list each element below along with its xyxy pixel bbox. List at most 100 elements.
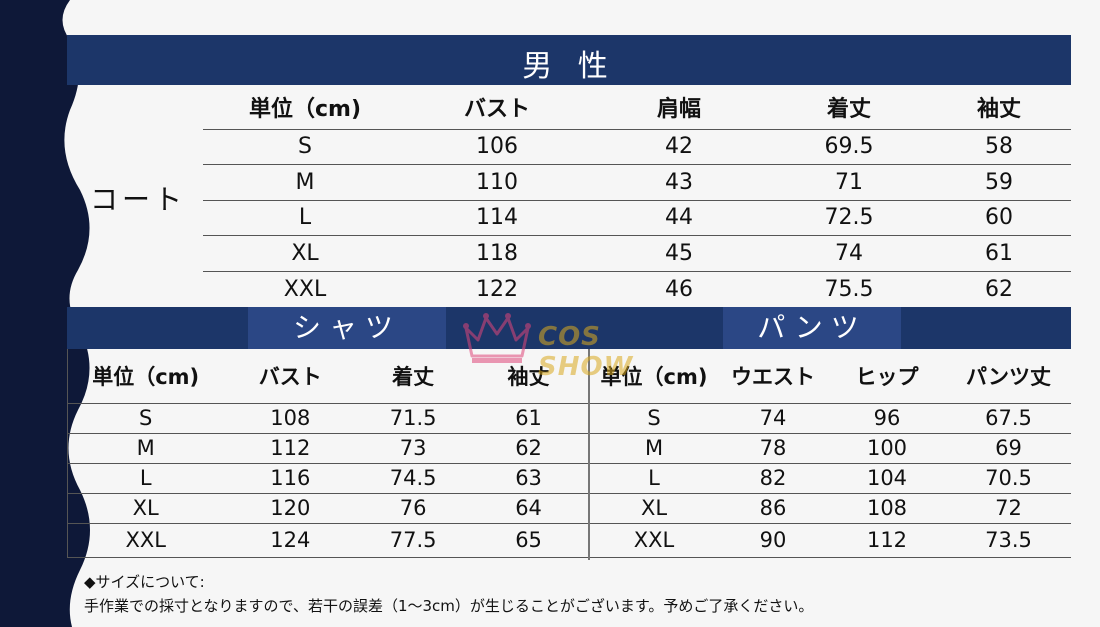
- table-cell: 69: [946, 433, 1071, 464]
- table-cell: 112: [828, 523, 946, 558]
- table-row: XXL 124 77.5 65: [67, 523, 588, 558]
- table-cell: 114: [407, 200, 587, 237]
- table-cell: 64: [469, 493, 588, 524]
- table-cell: 62: [985, 276, 1013, 302]
- table-cell: 74: [771, 235, 927, 272]
- table-cell: 110: [407, 164, 587, 201]
- table-divider: [588, 349, 590, 560]
- table-row: S 108 71.5 61: [67, 403, 588, 434]
- shirt-header-length: 着丈: [357, 349, 470, 404]
- table-cell: XL: [67, 493, 224, 524]
- table-row: S 74 96 67.5: [590, 403, 1071, 434]
- table-cell: 71.5: [357, 403, 470, 434]
- table-cell: 73.5: [946, 523, 1071, 558]
- shirt-header-row: 単位（cm) バスト 着丈 袖丈: [67, 349, 588, 404]
- table-cell: 63: [469, 463, 588, 494]
- table-cell: 122: [476, 276, 518, 302]
- table-row: XL 120 76 64: [67, 493, 588, 524]
- table-cell: 43: [587, 164, 771, 201]
- watermark: COS SHOW: [460, 308, 700, 382]
- table-cell: 73: [357, 433, 470, 464]
- table-cell: 86: [718, 493, 828, 524]
- pants-header-unit: 単位（cm): [590, 349, 718, 404]
- table-cell: 58: [927, 129, 1071, 166]
- table-cell: 45: [587, 235, 771, 272]
- table-cell: XXL: [590, 523, 718, 558]
- coat-header-unit: 単位（cm): [203, 85, 407, 130]
- coat-header-shoulder: 肩幅: [587, 85, 771, 130]
- table-cell: 118: [407, 235, 587, 272]
- table-cell: 108: [223, 403, 358, 434]
- shirt-header-unit: 単位（cm): [67, 349, 224, 404]
- table-row: XXL 122 46 75.5 62: [203, 271, 1071, 307]
- crown-icon: [463, 313, 531, 363]
- coat-header-bust: バスト: [407, 85, 587, 130]
- shirt-pants-banner: シャツ パンツ: [67, 307, 1071, 349]
- shirt-header-bust: バスト: [223, 349, 358, 404]
- table-cell: 46: [665, 276, 693, 302]
- table-cell: 74.5: [357, 463, 470, 494]
- notes-heading: ◆サイズについて:: [84, 573, 205, 591]
- table-cell: 116: [223, 463, 358, 494]
- table-cell: 65: [469, 523, 588, 558]
- table-cell: S: [590, 403, 718, 434]
- table-cell: 72.5: [771, 200, 927, 237]
- size-notes: ◆サイズについて: 手作業での採寸となりますので、若干の誤差（1～3cm）が生じ…: [84, 570, 813, 618]
- table-cell: 120: [223, 493, 358, 524]
- coat-header-row: 単位（cm) バスト 肩幅 着丈 袖丈: [203, 85, 1071, 130]
- table-row: XL 86 108 72: [590, 493, 1071, 524]
- table-cell: M: [203, 164, 407, 201]
- notes-body: 手作業での採寸となりますので、若干の誤差（1～3cm）が生じることがございます。…: [84, 597, 814, 615]
- table-cell: 78: [718, 433, 828, 464]
- table-cell: 59: [927, 164, 1071, 201]
- table-row: L 114 44 72.5 60: [203, 200, 1071, 237]
- table-cell: 71: [771, 164, 927, 201]
- coat-header-sleeve: 袖丈: [927, 85, 1071, 130]
- table-cell: 108: [828, 493, 946, 524]
- men-banner: 男 性: [67, 35, 1071, 85]
- table-cell: 82: [718, 463, 828, 494]
- table-cell: 70.5: [946, 463, 1071, 494]
- coat-label: コート: [90, 183, 187, 216]
- table-cell: XL: [590, 493, 718, 524]
- table-cell: 60: [927, 200, 1071, 237]
- shirt-title: シャツ: [248, 307, 446, 349]
- table-cell: 75.5: [824, 276, 874, 302]
- table-row: M 78 100 69: [590, 433, 1071, 464]
- table-cell: M: [67, 433, 224, 464]
- pants-header-waist: ウエスト: [718, 349, 828, 404]
- table-cell: 106: [407, 129, 587, 166]
- table-cell: 44: [587, 200, 771, 237]
- table-row: M 112 73 62: [67, 433, 588, 464]
- table-cell: XXL: [67, 523, 224, 558]
- table-cell: 96: [828, 403, 946, 434]
- table-cell: M: [590, 433, 718, 464]
- watermark-text: COS SHOW: [538, 322, 634, 382]
- pants-header-length: パンツ丈: [946, 349, 1071, 404]
- men-title: 男 性: [522, 49, 616, 84]
- table-row: L 82 104 70.5: [590, 463, 1071, 494]
- pants-header-row: 単位（cm) ウエスト ヒップ パンツ丈: [590, 349, 1071, 404]
- pants-title: パンツ: [723, 307, 901, 349]
- table-cell: 61: [469, 403, 588, 434]
- table-cell: 76: [357, 493, 470, 524]
- table-cell: 104: [828, 463, 946, 494]
- table-cell: XL: [203, 235, 407, 272]
- table-cell: 112: [223, 433, 358, 464]
- table-cell: 124: [223, 523, 358, 558]
- table-cell: S: [67, 403, 224, 434]
- table-cell: 69.5: [771, 129, 927, 166]
- table-row: S 106 42 69.5 58: [203, 129, 1071, 166]
- table-cell: 62: [469, 433, 588, 464]
- table-cell: 67.5: [946, 403, 1071, 434]
- pants-size-table: 単位（cm) ウエスト ヒップ パンツ丈 S 74 96 67.5 M 78 1…: [590, 349, 1071, 558]
- table-cell: 74: [718, 403, 828, 434]
- table-cell: 77.5: [357, 523, 470, 558]
- pants-header-hip: ヒップ: [828, 349, 946, 404]
- shirt-size-table: 単位（cm) バスト 着丈 袖丈 S 108 71.5 61 M 112 73 …: [67, 349, 588, 558]
- table-cell: 90: [718, 523, 828, 558]
- table-row: L 116 74.5 63: [67, 463, 588, 494]
- table-cell: S: [203, 129, 407, 166]
- table-cell: XXL: [283, 276, 327, 302]
- table-cell: 100: [828, 433, 946, 464]
